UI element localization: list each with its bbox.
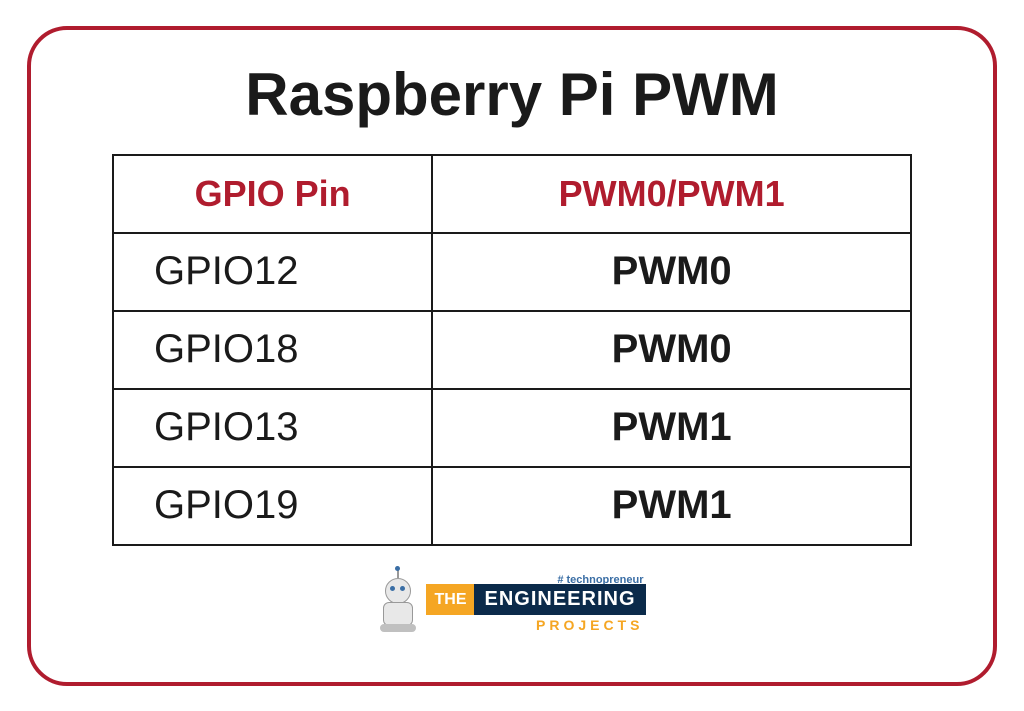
pwm-table: GPIO Pin PWM0/PWM1 GPIO12 PWM0 GPIO18 PW…: [112, 154, 912, 546]
cell-gpio-pin: GPIO18: [113, 311, 432, 389]
table-row: GPIO19 PWM1: [113, 467, 911, 545]
cell-pwm-channel: PWM1: [432, 467, 911, 545]
brand-projects: PROJECTS: [536, 617, 643, 633]
card-title: Raspberry Pi PWM: [245, 60, 778, 129]
col-header-pwm: PWM0/PWM1: [432, 155, 911, 233]
brand-line: THE ENGINEERING: [426, 584, 645, 615]
cell-gpio-pin: GPIO19: [113, 467, 432, 545]
cell-gpio-pin: GPIO12: [113, 233, 432, 311]
brand-logo: # technopreneur THE ENGINEERING PROJECTS: [378, 574, 645, 634]
table-header-row: GPIO Pin PWM0/PWM1: [113, 155, 911, 233]
cell-pwm-channel: PWM0: [432, 311, 911, 389]
table-row: GPIO13 PWM1: [113, 389, 911, 467]
info-card: Raspberry Pi PWM GPIO Pin PWM0/PWM1 GPIO…: [27, 26, 997, 686]
table-row: GPIO12 PWM0: [113, 233, 911, 311]
cell-pwm-channel: PWM1: [432, 389, 911, 467]
cell-gpio-pin: GPIO13: [113, 389, 432, 467]
brand-text: # technopreneur THE ENGINEERING PROJECTS: [426, 574, 645, 633]
cell-pwm-channel: PWM0: [432, 233, 911, 311]
brand-the: THE: [426, 584, 474, 615]
table-row: GPIO18 PWM0: [113, 311, 911, 389]
robot-icon: [378, 574, 418, 634]
brand-engineering: ENGINEERING: [474, 584, 645, 615]
col-header-gpio: GPIO Pin: [113, 155, 432, 233]
